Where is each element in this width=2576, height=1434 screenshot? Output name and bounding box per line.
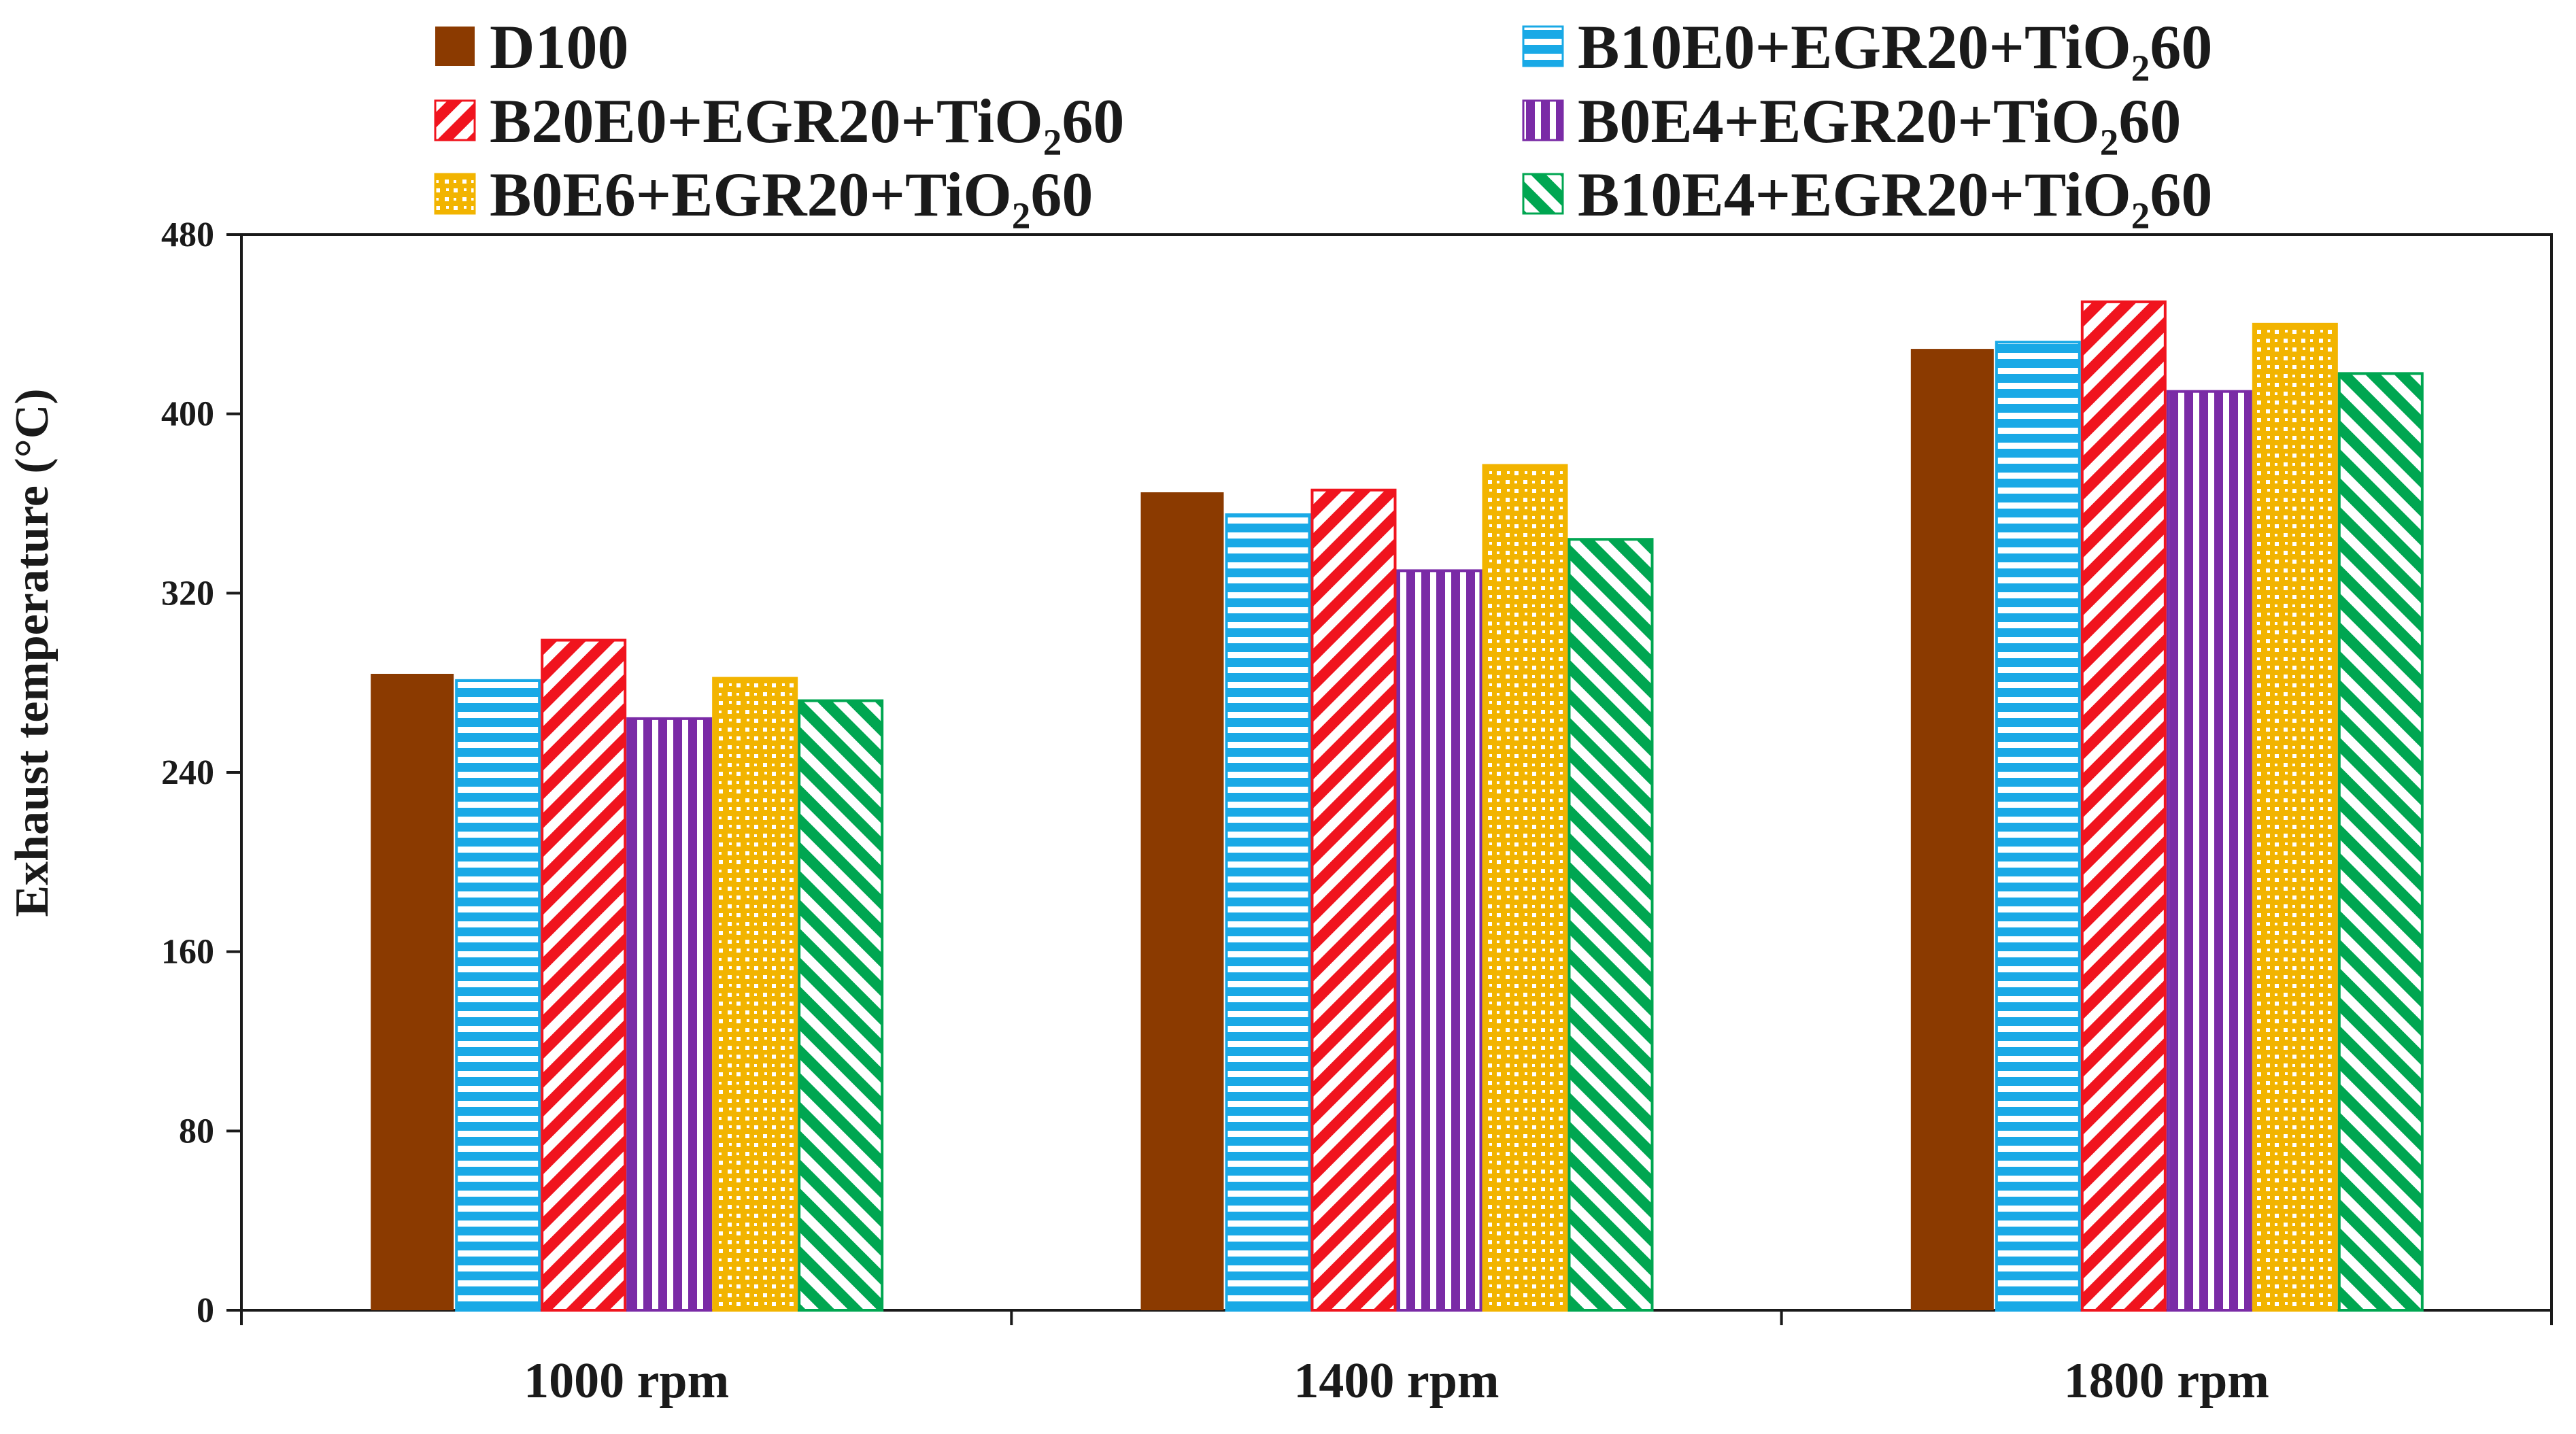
- bar-b10e0-egr20-tio-60-1000-rpm: B10E0+EGR20+TiO₂60 @ 1000 rpm: 281: [455, 679, 541, 1312]
- y-tick-label: 320: [161, 574, 214, 613]
- bar-d100-1000-rpm: D100 @ 1000 rpm: 284: [371, 673, 454, 1310]
- bar-b0e6-egr20-tio-60-1000-rpm: B0E6+EGR20+TiO₂60 @ 1000 rpm: 282: [712, 677, 798, 1312]
- y-tick-label: 240: [161, 753, 214, 792]
- x-category-label: 1400 rpm: [1293, 1353, 1499, 1409]
- x-category-label: 1000 rpm: [524, 1353, 729, 1409]
- legend-label: B0E6+EGR20+TiO₂60: [490, 160, 1093, 229]
- bar-d100-1400-rpm: D100 @ 1400 rpm: 365: [1140, 492, 1224, 1311]
- bar-b20e0-egr20-tio-60-1800-rpm: B20E0+EGR20+TiO₂60 @ 1800 rpm: 450: [2080, 300, 2167, 1312]
- legend-label: B10E0+EGR20+TiO₂60: [1578, 12, 2212, 82]
- y-tick-label: 80: [179, 1112, 214, 1150]
- legend-label: D100: [490, 12, 628, 82]
- bar-b0e4-egr20-tio-60-1400-rpm: B0E4+EGR20+TiO₂60 @ 1400 rpm: 330: [1396, 569, 1482, 1312]
- legend-label: B20E0+EGR20+TiO₂60: [490, 86, 1124, 156]
- bar-b20e0-egr20-tio-60-1400-rpm: B20E0+EGR20+TiO₂60 @ 1400 rpm: 366: [1310, 488, 1397, 1312]
- legend-item-b20e0-egr20-tio-60: B20E0+EGR20+TiO₂60: [434, 86, 1124, 156]
- y-tick-label: 480: [161, 216, 214, 254]
- legend-swatch: [1522, 173, 1564, 215]
- bar-b0e4-egr20-tio-60-1800-rpm: B0E4+EGR20+TiO₂60 @ 1800 rpm: 410: [2166, 390, 2252, 1312]
- bar-b20e0-egr20-tio-60-1000-rpm: B20E0+EGR20+TiO₂60 @ 1000 rpm: 299: [541, 638, 627, 1312]
- legend-item-b10e0-egr20-tio-60: B10E0+EGR20+TiO₂60: [1522, 12, 2212, 82]
- legend-swatch: [434, 173, 476, 215]
- legend-item-b10e4-egr20-tio-60: B10E4+EGR20+TiO₂60: [1522, 160, 2212, 229]
- bar-b10e0-egr20-tio-60-1400-rpm: B10E0+EGR20+TiO₂60 @ 1400 rpm: 355: [1225, 513, 1311, 1312]
- legend: D100 B10E0+EGR20+TiO₂60 B20E0+EGR20+TiO₂60…: [434, 12, 2212, 229]
- legend-swatch: [1522, 25, 1564, 67]
- legend-item-b0e6-egr20-tio-60: B0E6+EGR20+TiO₂60: [434, 160, 1093, 229]
- legend-item-d100: D100: [435, 12, 628, 82]
- x-category-label: 1800 rpm: [2064, 1353, 2269, 1409]
- bar-d100-1800-rpm: D100 @ 1800 rpm: 429: [1910, 349, 1994, 1310]
- bar-b10e4-egr20-tio-60-1000-rpm: B10E4+EGR20+TiO₂60 @ 1000 rpm: 272: [798, 699, 884, 1312]
- bar-b0e6-egr20-tio-60-1800-rpm: B0E6+EGR20+TiO₂60 @ 1800 rpm: 440: [2252, 322, 2338, 1312]
- y-axis-title: Exhaust temperature (°C): [6, 388, 58, 917]
- y-tick-label: 400: [161, 395, 214, 434]
- bar-b0e6-egr20-tio-60-1400-rpm: B0E6+EGR20+TiO₂60 @ 1400 rpm: 377: [1482, 464, 1568, 1312]
- bar-b10e4-egr20-tio-60-1800-rpm: B10E4+EGR20+TiO₂60 @ 1800 rpm: 418: [2337, 372, 2424, 1312]
- bar-b10e0-egr20-tio-60-1800-rpm: B10E0+EGR20+TiO₂60 @ 1800 rpm: 432: [1995, 341, 2081, 1312]
- plot-area: 080160240320400480D100 @ 1000 rpm: 284B1…: [161, 216, 2553, 1409]
- bar-b0e4-egr20-tio-60-1000-rpm: B0E4+EGR20+TiO₂60 @ 1000 rpm: 264: [626, 717, 713, 1312]
- legend-label: B0E4+EGR20+TiO₂60: [1578, 86, 2181, 156]
- bar-b10e4-egr20-tio-60-1400-rpm: B10E4+EGR20+TiO₂60 @ 1400 rpm: 344: [1567, 538, 1654, 1312]
- legend-item-b0e4-egr20-tio-60: B0E4+EGR20+TiO₂60: [1522, 86, 2181, 156]
- y-tick-label: 160: [161, 933, 214, 972]
- legend-label: B10E4+EGR20+TiO₂60: [1578, 160, 2212, 229]
- legend-swatch: [434, 99, 476, 141]
- legend-swatch: [1522, 99, 1564, 141]
- legend-swatch: [435, 27, 475, 66]
- y-tick-label: 0: [197, 1291, 214, 1330]
